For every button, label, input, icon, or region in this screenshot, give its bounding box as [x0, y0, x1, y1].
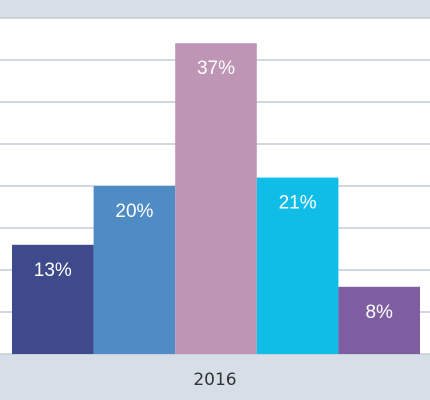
top-band: [0, 0, 430, 18]
bottom-band: [0, 354, 430, 400]
bar: [256, 177, 339, 354]
value-label: 37%: [197, 58, 235, 79]
value-label: 13%: [34, 260, 72, 281]
value-label: 21%: [279, 193, 317, 214]
bar: [12, 244, 94, 354]
bar: [338, 286, 420, 354]
bar: [175, 43, 257, 354]
x-axis-label: 2016: [193, 370, 236, 390]
value-label: 20%: [115, 201, 153, 222]
bar: [93, 186, 176, 354]
value-label: 8%: [365, 302, 393, 323]
